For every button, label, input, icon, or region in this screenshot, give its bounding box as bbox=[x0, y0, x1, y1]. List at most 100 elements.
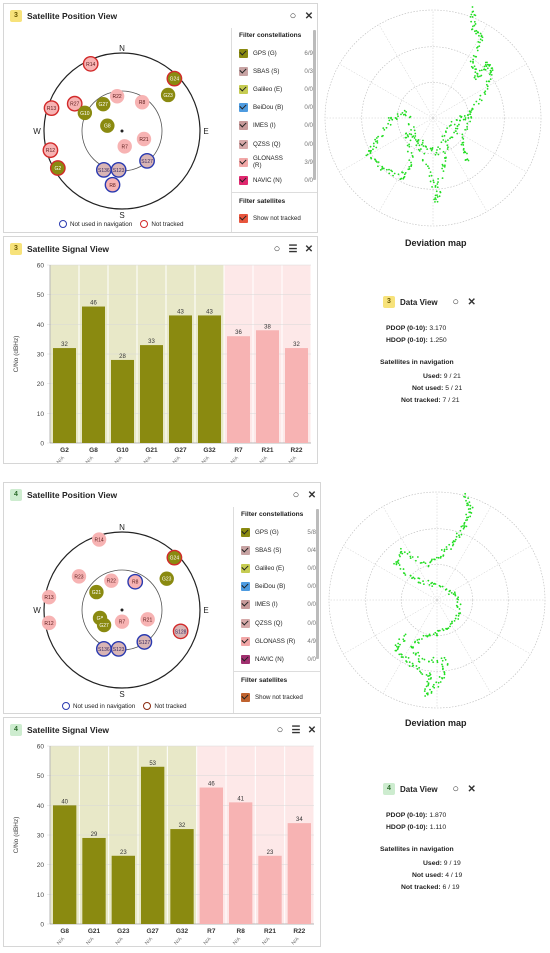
satellite-r8[interactable]: R8 bbox=[127, 573, 144, 590]
bar-g27[interactable] bbox=[141, 766, 165, 924]
filter-item-gps[interactable]: GPS (G) 6/9 bbox=[239, 44, 317, 62]
filter-scrollbar[interactable] bbox=[313, 30, 316, 180]
satellite-r14[interactable]: R14 bbox=[91, 532, 107, 547]
bar-g8[interactable] bbox=[82, 306, 105, 443]
satellite-r27[interactable]: R27 bbox=[66, 95, 83, 112]
bar-r22[interactable] bbox=[287, 823, 311, 924]
satellite-r21[interactable]: R21 bbox=[140, 612, 155, 627]
bar-g21[interactable] bbox=[140, 345, 163, 443]
filter-item-imes[interactable]: IMES (I) 0/0 bbox=[241, 596, 320, 614]
satellite-r12[interactable]: R12 bbox=[41, 615, 57, 631]
settings-circle-icon[interactable]: ○ bbox=[273, 243, 281, 255]
satellite-s136[interactable]: S136 bbox=[95, 640, 112, 657]
satellite-g27[interactable]: G27 bbox=[96, 617, 112, 633]
satellite-r12[interactable]: R12 bbox=[42, 142, 59, 159]
filter-item-galileo[interactable]: Galileo (E) 0/0 bbox=[241, 559, 320, 577]
satellite-g23[interactable]: G23 bbox=[160, 87, 176, 103]
filter-item-beidou[interactable]: BeiDou (B) 0/0 bbox=[241, 578, 320, 596]
satellite-g2[interactable]: G2 bbox=[49, 160, 66, 176]
checkbox[interactable] bbox=[241, 527, 250, 537]
bar-g2[interactable] bbox=[53, 348, 76, 443]
satellite-r14[interactable]: R14 bbox=[82, 55, 99, 72]
filter-item-imes[interactable]: IMES (I) 0/0 bbox=[239, 117, 317, 135]
bar-g21[interactable] bbox=[82, 837, 106, 924]
checkbox[interactable] bbox=[239, 214, 248, 224]
checkbox[interactable] bbox=[239, 139, 248, 149]
checkbox[interactable] bbox=[241, 582, 250, 592]
checkbox[interactable] bbox=[239, 103, 248, 113]
filter-item-glonass[interactable]: GLONASS (R) 3/9 bbox=[239, 153, 317, 171]
checkbox[interactable] bbox=[239, 157, 248, 167]
checkbox[interactable] bbox=[241, 618, 250, 628]
satellite-r22[interactable]: R22 bbox=[104, 573, 119, 588]
tune-icon[interactable]: ☰ bbox=[291, 724, 301, 736]
settings-circle-icon[interactable]: ○ bbox=[289, 10, 297, 22]
close-icon[interactable]: ✕ bbox=[307, 724, 317, 736]
bar-r21[interactable] bbox=[256, 330, 279, 443]
bar-g32[interactable] bbox=[170, 829, 194, 924]
satellite-r7[interactable]: R7 bbox=[117, 139, 132, 154]
bar-r7[interactable] bbox=[199, 787, 223, 924]
checkbox[interactable] bbox=[239, 121, 248, 131]
bar-r21[interactable] bbox=[258, 855, 282, 924]
satellite-g21[interactable]: G21 bbox=[89, 584, 104, 600]
bar-g32[interactable] bbox=[198, 315, 221, 443]
satellite-r22[interactable]: R22 bbox=[109, 89, 125, 104]
satellite-g27[interactable]: G27 bbox=[96, 96, 111, 112]
satellite-s136[interactable]: S136 bbox=[95, 161, 112, 178]
show-not-tracked-toggle[interactable]: Show not tracked bbox=[241, 689, 320, 707]
checkbox[interactable] bbox=[241, 563, 250, 573]
satellite-r7[interactable]: R7 bbox=[114, 614, 130, 629]
filter-item-glonass[interactable]: GLONASS (R) 4/9 bbox=[241, 632, 320, 650]
show-not-tracked-toggle[interactable]: Show not tracked bbox=[239, 210, 317, 228]
checkbox[interactable] bbox=[239, 175, 248, 185]
filter-item-navic[interactable]: NAVIC (N) 0/0 bbox=[239, 171, 317, 189]
filter-item-qzss[interactable]: QZSS (Q) 0/0 bbox=[239, 135, 317, 153]
close-icon[interactable]: ✕ bbox=[467, 783, 476, 795]
close-icon[interactable]: ✕ bbox=[307, 489, 317, 501]
filter-item-sbas[interactable]: SBAS (S) 0/3 bbox=[239, 62, 317, 80]
filter-item-sbas[interactable]: SBAS (S) 0/4 bbox=[241, 541, 320, 559]
bar-g23[interactable] bbox=[111, 855, 135, 924]
filter-item-gps[interactable]: GPS (G) 5/8 bbox=[241, 523, 320, 541]
filter-scrollbar[interactable] bbox=[316, 509, 319, 659]
satellite-r21[interactable]: R21 bbox=[136, 131, 152, 147]
satellite-s127[interactable]: S127 bbox=[139, 152, 155, 169]
bar-g10[interactable] bbox=[111, 359, 134, 443]
satellite-s128[interactable]: S128 bbox=[172, 623, 189, 640]
satellite-g24[interactable]: G24 bbox=[166, 549, 183, 566]
satellite-s123[interactable]: S123 bbox=[110, 161, 127, 178]
filter-item-navic[interactable]: NAVIC (N) 0/0 bbox=[241, 650, 320, 668]
satellite-g24[interactable]: G24 bbox=[166, 70, 183, 87]
checkbox[interactable] bbox=[241, 693, 250, 703]
satellite-r23[interactable]: R23 bbox=[71, 569, 87, 584]
satellite-r8[interactable]: R8 bbox=[134, 95, 150, 110]
close-icon[interactable]: ✕ bbox=[467, 296, 476, 308]
checkbox[interactable] bbox=[239, 66, 248, 76]
satellite-g23[interactable]: G23 bbox=[159, 571, 174, 586]
filter-item-galileo[interactable]: Galileo (E) 0/0 bbox=[239, 80, 317, 98]
close-icon[interactable]: ✕ bbox=[304, 10, 314, 22]
filter-item-beidou[interactable]: BeiDou (B) 0/0 bbox=[239, 99, 317, 117]
checkbox[interactable] bbox=[241, 545, 250, 555]
satellite-g8[interactable]: G8 bbox=[100, 118, 115, 133]
checkbox[interactable] bbox=[239, 84, 248, 94]
checkbox[interactable] bbox=[241, 636, 250, 646]
satellite-r13[interactable]: R13 bbox=[43, 100, 60, 117]
close-icon[interactable]: ✕ bbox=[304, 243, 314, 255]
satellite-s127[interactable]: S127 bbox=[136, 634, 153, 650]
bar-r7[interactable] bbox=[227, 336, 250, 443]
satellite-r8[interactable]: R8 bbox=[104, 176, 121, 193]
satellite-r13[interactable]: R13 bbox=[41, 589, 57, 605]
settings-circle-icon[interactable]: ○ bbox=[292, 489, 300, 501]
settings-circle-icon[interactable]: ○ bbox=[452, 783, 459, 795]
filter-item-qzss[interactable]: QZSS (Q) 0/0 bbox=[241, 614, 320, 632]
checkbox[interactable] bbox=[239, 48, 248, 58]
settings-circle-icon[interactable]: ○ bbox=[276, 724, 284, 736]
settings-circle-icon[interactable]: ○ bbox=[452, 296, 459, 308]
satellite-s123[interactable]: S123 bbox=[110, 640, 127, 657]
bar-r8[interactable] bbox=[229, 802, 253, 924]
bar-r22[interactable] bbox=[285, 348, 308, 443]
satellite-g10[interactable]: G10 bbox=[77, 105, 93, 121]
tune-icon[interactable]: ☰ bbox=[288, 243, 298, 255]
